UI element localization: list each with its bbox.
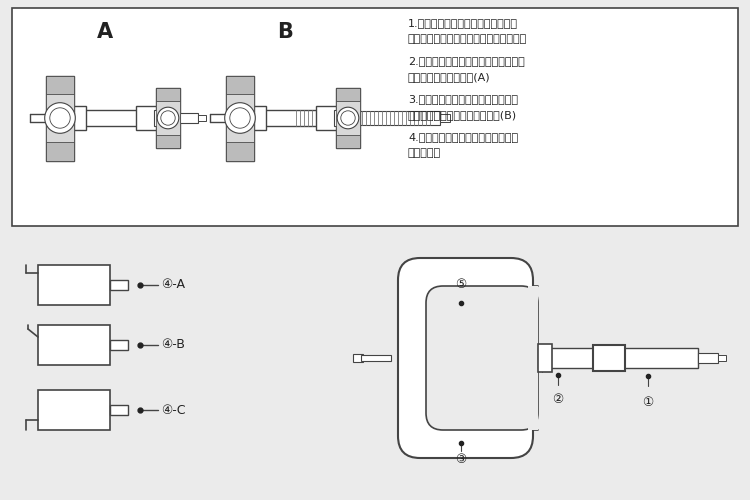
- Bar: [74, 110, 154, 126]
- Text: ②: ②: [552, 393, 564, 406]
- Bar: [156, 88, 180, 101]
- Text: B: B: [277, 22, 293, 42]
- Bar: [336, 88, 360, 101]
- Bar: [336, 135, 360, 148]
- Circle shape: [45, 102, 75, 134]
- Text: ③: ③: [454, 453, 466, 466]
- Bar: [361, 355, 391, 361]
- Bar: [198, 115, 206, 121]
- Bar: [226, 76, 254, 94]
- Bar: [46, 142, 74, 161]
- Bar: [336, 101, 360, 135]
- Bar: [254, 106, 266, 130]
- Bar: [698, 353, 718, 363]
- Text: ④-A: ④-A: [161, 278, 185, 291]
- Bar: [180, 113, 198, 123]
- Circle shape: [338, 107, 358, 129]
- Bar: [316, 106, 336, 130]
- Bar: [156, 88, 180, 148]
- Text: 1.ベアリング内径に合ったリテーナ: 1.ベアリング内径に合ったリテーナ: [408, 18, 518, 28]
- Bar: [226, 76, 254, 160]
- Text: ①: ①: [642, 396, 653, 409]
- FancyBboxPatch shape: [398, 258, 533, 458]
- Bar: [46, 76, 74, 160]
- Text: ④-B: ④-B: [161, 338, 184, 351]
- Bar: [110, 405, 128, 415]
- Text: き取る。: き取る。: [408, 148, 441, 158]
- Bar: [226, 142, 254, 161]
- Text: ⑤: ⑤: [454, 278, 466, 291]
- Bar: [353, 354, 363, 362]
- Circle shape: [158, 107, 178, 129]
- Bar: [46, 76, 74, 94]
- Bar: [718, 355, 726, 361]
- Text: ④-C: ④-C: [161, 404, 185, 416]
- Text: 2.センターシャフト切りかき部をベア: 2.センターシャフト切りかき部をベア: [408, 56, 525, 66]
- Bar: [74, 106, 86, 130]
- Bar: [440, 114, 450, 122]
- Bar: [38, 390, 110, 430]
- Text: A: A: [97, 22, 113, 42]
- FancyBboxPatch shape: [426, 286, 538, 430]
- Text: ーをセンターシャフトにセットする。: ーをセンターシャフトにセットする。: [408, 34, 527, 44]
- Bar: [336, 88, 360, 148]
- Bar: [528, 286, 538, 430]
- Bar: [136, 106, 156, 130]
- Bar: [110, 280, 128, 290]
- Bar: [46, 94, 74, 142]
- Bar: [154, 110, 164, 126]
- Text: 3.リテーナーをベアリングに押し込: 3.リテーナーをベアリングに押し込: [408, 94, 518, 104]
- Text: リングと合わせる。(A): リングと合わせる。(A): [408, 72, 491, 82]
- Bar: [156, 101, 180, 135]
- Bar: [38, 265, 110, 305]
- Bar: [360, 111, 440, 125]
- Bar: [538, 344, 552, 372]
- Bar: [334, 110, 344, 126]
- Circle shape: [225, 102, 255, 134]
- Bar: [226, 94, 254, 142]
- Bar: [538, 348, 698, 368]
- Bar: [12, 8, 738, 226]
- Bar: [254, 110, 334, 126]
- Bar: [38, 325, 110, 365]
- Bar: [110, 340, 128, 350]
- Bar: [593, 345, 625, 371]
- Text: 4.ナットを締め込みベアリングを抜: 4.ナットを締め込みベアリングを抜: [408, 132, 518, 142]
- Bar: [156, 135, 180, 148]
- Text: むことによってロックする。(B): むことによってロックする。(B): [408, 110, 518, 120]
